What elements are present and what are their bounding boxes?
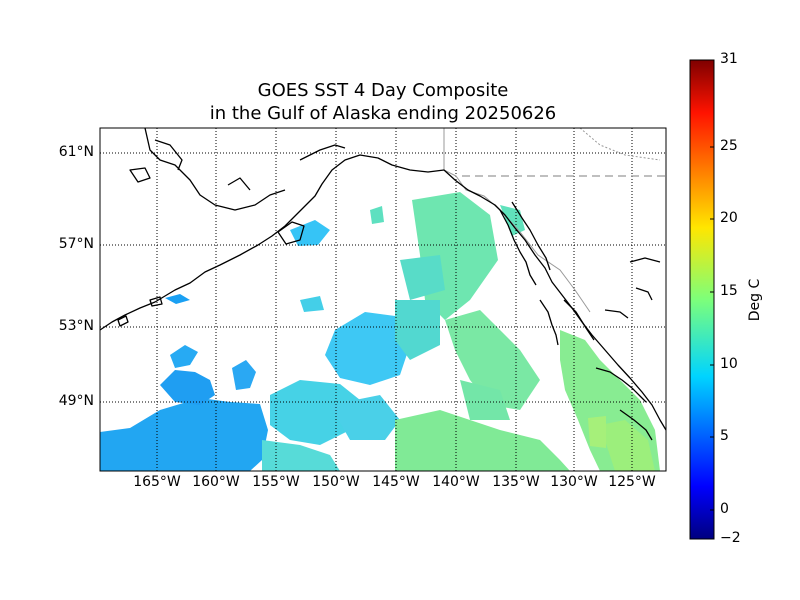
colorbar-tick-label: 15 <box>720 283 738 299</box>
colorbar-tick-label: 0 <box>720 501 729 517</box>
lat-label-57n: 57°N <box>58 236 94 252</box>
map-title: GOES SST 4 Day Composite <box>257 80 509 101</box>
lon-label-155w: 155°W <box>252 474 300 490</box>
colorbar-tick-label: 25 <box>720 138 738 154</box>
lon-label-165w: 165°W <box>133 474 181 490</box>
colorbar-ticks <box>710 59 714 540</box>
lat-label-61n: 61°N <box>58 144 94 160</box>
map-subtitle: in the Gulf of Alaska ending 20250626 <box>209 103 557 124</box>
sst-data-layer <box>100 192 660 471</box>
colorbar-tick-label: 20 <box>720 210 738 226</box>
lon-label-160w: 160°W <box>192 474 240 490</box>
lon-label-125w: 125°W <box>608 474 656 490</box>
colorbar <box>689 59 715 540</box>
lon-label-140w: 140°W <box>432 474 480 490</box>
colorbar-tick-label: 5 <box>720 428 729 444</box>
map-frame <box>99 127 667 472</box>
colorbar-tick-label: 10 <box>720 356 738 372</box>
lat-label-53n: 53°N <box>58 318 94 334</box>
colorbar-tick-label: −2 <box>720 530 741 546</box>
lon-label-135w: 135°W <box>492 474 540 490</box>
lon-label-150w: 150°W <box>312 474 360 490</box>
coastline <box>100 128 666 441</box>
colorbar-label: Deg C <box>747 278 763 322</box>
lon-label-145w: 145°W <box>372 474 420 490</box>
colorbar-tick-label: 31 <box>720 51 738 67</box>
graticule <box>100 128 666 471</box>
lat-label-49n: 49°N <box>58 393 94 409</box>
lon-label-130w: 130°W <box>550 474 598 490</box>
